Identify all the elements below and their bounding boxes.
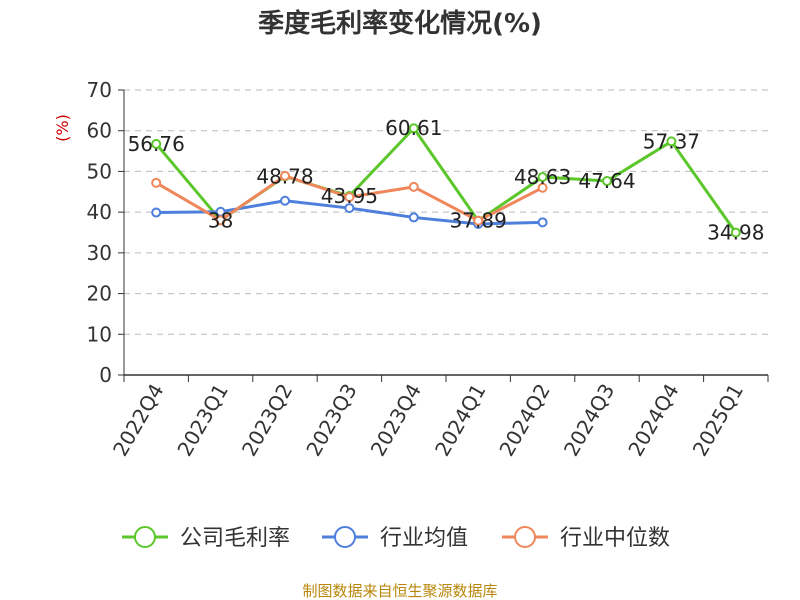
data-point (537, 182, 548, 193)
legend-swatch-marker (134, 526, 156, 548)
data-label: 60.61 (385, 116, 442, 140)
x-tick-label: 2025Q1 (688, 380, 748, 461)
x-tick-label: 2024Q3 (559, 380, 619, 461)
data-label: 56.76 (128, 132, 185, 156)
source-note: 制图数据来自恒生聚源数据库 (302, 582, 497, 600)
data-point (280, 170, 290, 181)
data-label: 34.98 (707, 221, 764, 245)
y-tick-label: 10 (87, 322, 112, 346)
data-label: 48.78 (256, 164, 313, 188)
x-tick-label: 2024Q1 (430, 380, 490, 461)
data-point (730, 227, 741, 238)
legend-label: 公司毛利率 (180, 526, 290, 551)
data-point (344, 192, 355, 203)
chart-title: 季度毛利率变化情况(%) (258, 8, 542, 39)
x-tick-label: 2023Q1 (172, 380, 232, 461)
data-point (408, 212, 419, 223)
data-label: 48.63 (514, 165, 571, 189)
x-tick-label: 2023Q2 (237, 380, 297, 461)
legend-swatch-marker (334, 526, 356, 548)
legend-swatch-marker (514, 526, 536, 548)
y-tick-label: 20 (87, 282, 112, 306)
data-point (408, 181, 419, 192)
data-point (215, 215, 226, 226)
data-label: 37.89 (450, 209, 507, 233)
data-point (151, 177, 162, 188)
legend-label: 行业均值 (380, 526, 468, 551)
y-tick-label: 40 (87, 200, 112, 224)
legend: 公司毛利率 行业均值 行业中位数 (122, 526, 670, 551)
data-labels: 56.76 38 48.78 43.95 60.61 37.89 48.63 47.64 57.… (128, 116, 765, 244)
x-tick-label: 2024Q2 (494, 380, 554, 461)
y-tick-label: 50 (87, 159, 112, 183)
data-label: 38 (208, 208, 233, 232)
y-tick-label: 60 (87, 119, 112, 143)
data-point (537, 172, 548, 183)
data-point (666, 136, 677, 147)
data-label: 57.37 (643, 129, 700, 153)
data-point (473, 215, 484, 226)
x-tick-label: 2022Q4 (108, 380, 168, 461)
legend-label: 行业中位数 (560, 526, 670, 551)
data-point (344, 203, 355, 214)
data-label: 43.95 (321, 184, 378, 208)
data-point (280, 195, 290, 206)
y-tick-label: 0 (99, 363, 112, 387)
x-tick-label: 2024Q4 (623, 380, 683, 461)
y-tick-label: 30 (87, 241, 112, 265)
data-label: 47.64 (578, 169, 635, 193)
x-tick-label: 2023Q4 (366, 380, 426, 461)
y-tick-label: 70 (87, 78, 112, 102)
y-axis-unit: (%) (53, 114, 72, 142)
series-group (151, 123, 741, 238)
data-point (151, 207, 162, 218)
x-tick-label: 2023Q3 (301, 380, 361, 461)
data-point (151, 138, 162, 149)
data-point (602, 176, 612, 187)
data-point (537, 217, 548, 228)
data-point (408, 123, 419, 134)
grid-lines (124, 89, 768, 335)
